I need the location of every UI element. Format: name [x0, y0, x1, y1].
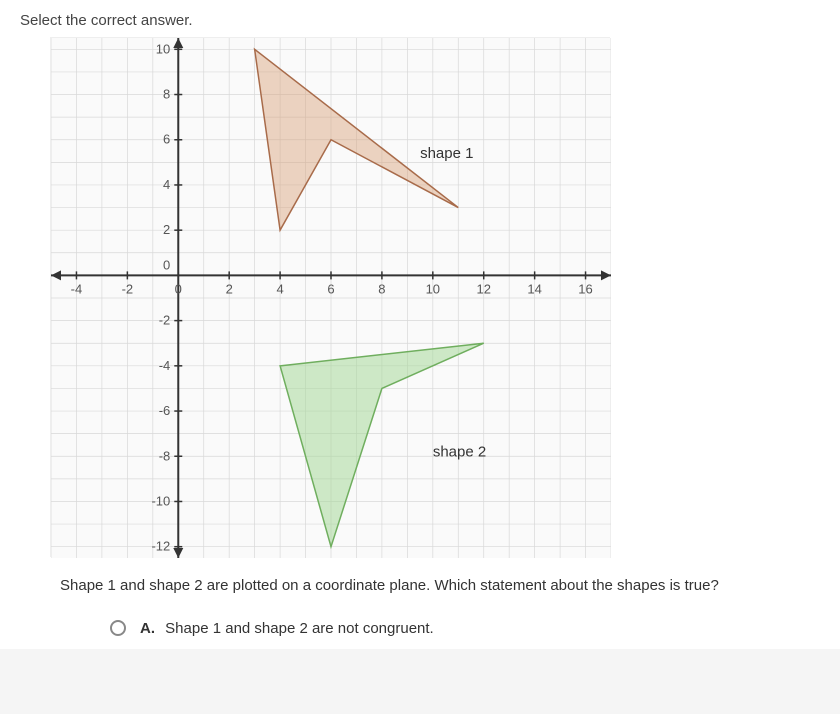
svg-text:2: 2	[226, 281, 233, 296]
svg-text:-2: -2	[122, 281, 134, 296]
svg-text:shape 1: shape 1	[420, 145, 473, 162]
svg-text:4: 4	[163, 177, 170, 192]
svg-text:14: 14	[527, 281, 541, 296]
svg-text:-4: -4	[159, 358, 171, 373]
svg-text:6: 6	[327, 281, 334, 296]
svg-text:2: 2	[163, 222, 170, 237]
instruction-text: Select the correct answer.	[20, 12, 820, 29]
svg-text:10: 10	[426, 281, 440, 296]
svg-text:-10: -10	[151, 493, 170, 508]
svg-text:-4: -4	[71, 281, 83, 296]
svg-text:-12: -12	[151, 539, 170, 554]
coordinate-plane: -4 -2 0 2 4 6 8 10 12 14 16 -12 -10 -8 -6 -4 -2 2 4 6 8 10 0 sh…	[50, 37, 610, 557]
chart-svg: -4 -2 0 2 4 6 8 10 12 14 16 -12 -10 -8 -6 -4 -2 2 4 6 8 10 0 sh…	[51, 38, 611, 558]
svg-text:16: 16	[578, 281, 592, 296]
svg-text:-8: -8	[159, 448, 171, 463]
option-content: A. Shape 1 and shape 2 are not congruent…	[140, 620, 434, 637]
option-letter: A.	[140, 620, 155, 637]
svg-text:4: 4	[276, 281, 283, 296]
svg-text:-6: -6	[159, 403, 171, 418]
svg-text:10: 10	[156, 41, 170, 56]
option-a-row[interactable]: A. Shape 1 and shape 2 are not congruent…	[110, 620, 820, 637]
svg-text:6: 6	[163, 132, 170, 147]
svg-text:8: 8	[378, 281, 385, 296]
svg-text:12: 12	[476, 281, 490, 296]
svg-text:shape 2: shape 2	[433, 443, 486, 460]
svg-text:0: 0	[163, 257, 170, 272]
svg-text:0: 0	[175, 281, 182, 296]
radio-icon[interactable]	[110, 620, 126, 636]
svg-text:-2: -2	[159, 313, 171, 328]
question-text: Shape 1 and shape 2 are plotted on a coo…	[60, 575, 820, 598]
option-text: Shape 1 and shape 2 are not congruent.	[165, 620, 434, 637]
svg-text:8: 8	[163, 87, 170, 102]
